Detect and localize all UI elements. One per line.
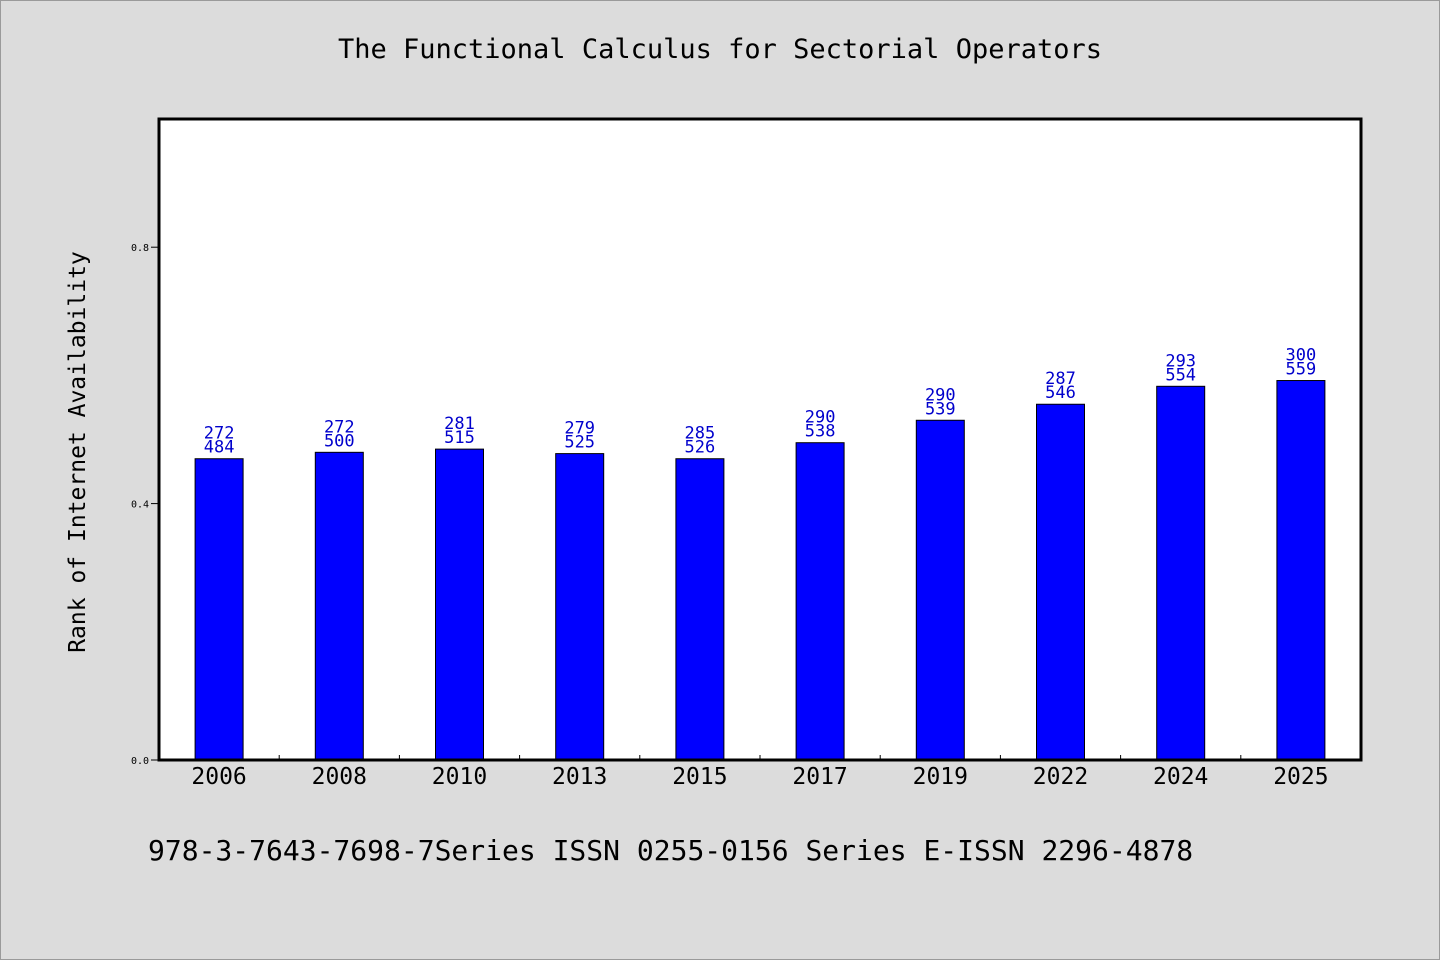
bar-data-label: 546	[1045, 383, 1076, 403]
bar-data-label: 526	[685, 438, 716, 458]
bar-data-label: 281	[444, 414, 475, 434]
bar-2015	[675, 458, 725, 761]
bar-2022	[1036, 403, 1085, 761]
bar-data-label: 272	[204, 424, 235, 444]
bar-data-label: 272	[324, 417, 355, 437]
bar-data-label: 287	[1045, 369, 1076, 389]
x-tick-label: 2022	[1033, 764, 1088, 790]
bar-data-label: 554	[1165, 365, 1196, 385]
x-tick-label: 2019	[913, 764, 968, 790]
x-tick-label: 2024	[1153, 764, 1208, 790]
bar-2013	[555, 453, 605, 761]
bar-2008	[314, 451, 364, 761]
bar-2019	[915, 419, 965, 761]
bar-data-label: 539	[925, 399, 956, 419]
bar-2024	[1156, 385, 1206, 761]
chart-title: The Functional Calculus for Sectorial Op…	[337, 34, 1102, 65]
x-tick-label: 2010	[432, 764, 487, 790]
bar-2010	[435, 448, 484, 761]
bar-data-label: 279	[564, 419, 595, 439]
x-tick-label: 2025	[1273, 764, 1328, 790]
bar-data-label: 293	[1165, 351, 1196, 371]
bar-data-label: 559	[1286, 360, 1317, 380]
plot-border	[157, 117, 1363, 762]
x-tick-label: 2008	[312, 764, 367, 790]
bar-2006	[194, 458, 244, 761]
x-tick-label: 2017	[792, 764, 847, 790]
y-tick-label: 0.0	[131, 756, 149, 767]
y-tick-label: 0.4	[131, 500, 149, 511]
bar-data-label: 290	[925, 385, 956, 405]
x-tick-label: 2015	[672, 764, 727, 790]
bar-data-label: 285	[685, 424, 716, 444]
bar-data-label: 515	[444, 428, 475, 448]
bar-2017	[795, 442, 845, 761]
bar-data-label: 525	[564, 433, 595, 453]
bar-data-label: 290	[805, 408, 836, 428]
bar-data-label: 500	[324, 431, 355, 451]
axes-layer: 2006 2008 2010 2013 2015 2017 2019 2022 2024 2025…	[131, 243, 1329, 790]
y-tick-label: 0.8	[131, 243, 149, 254]
bar-data-label: 538	[805, 422, 836, 442]
bars-layer	[194, 380, 1326, 761]
x-tick-label: 2013	[552, 764, 607, 790]
x-tick-label: 2006	[191, 764, 246, 790]
bar-data-label: 300	[1286, 346, 1317, 366]
bar-2025	[1276, 380, 1326, 761]
footer-isbn-text: 978-3-7643-7698-7Series ISSN 0255-0156 S…	[148, 834, 1194, 867]
bar-data-label: 484	[204, 438, 235, 458]
